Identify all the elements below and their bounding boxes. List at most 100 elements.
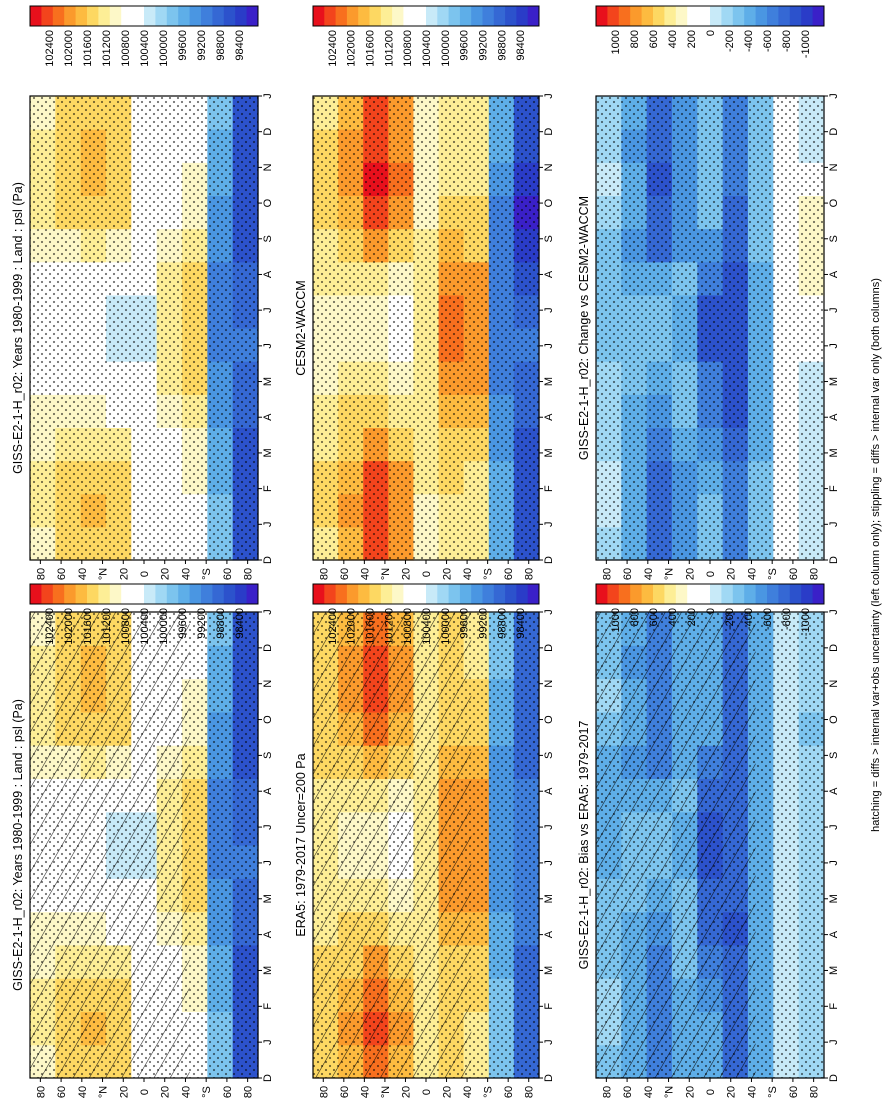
panel-middle-left-colorbar: 102400 102000 101600 101200 100800 100400 1000… [312, 583, 540, 645]
colorbar-swatch [98, 584, 111, 604]
colorbar-swatch [30, 584, 42, 604]
colorbar-tick-label: 100000 [158, 608, 170, 645]
month-tick-label: A [828, 787, 840, 795]
colorbar-swatch [189, 584, 202, 604]
colorbar-swatch [527, 6, 540, 26]
panel-title: GISS-E2-1-H_r02: Years 1980-1999 : Land … [11, 699, 25, 991]
colorbar-swatch [471, 6, 483, 26]
colorbar-swatch [630, 6, 643, 26]
colorbar-swatch [414, 6, 427, 26]
colorbar-swatch [426, 584, 438, 604]
colorbar-tick-label: 200 [686, 30, 698, 48]
month-tick-label: F [543, 1003, 555, 1010]
colorbar-swatch [98, 6, 111, 26]
month-tick-label: J [828, 609, 840, 615]
colorbar-tick-label: 98800 [496, 608, 508, 639]
colorbar-swatch [675, 584, 688, 604]
panel-top-left-colorbar: 102400 102000 101600 101200 100800 100400 1000… [29, 583, 259, 645]
colorbar-tick-label: 600 [648, 608, 660, 626]
colorbar-swatch [121, 6, 134, 26]
colorbar-swatch [403, 6, 416, 26]
colorbar-tick-label: -800 [781, 30, 793, 52]
lat-tick-label: 20 [442, 568, 454, 580]
panel-top-left: 80 60 40 °N 20 0 20 40 °S 60 80 D J F M A M J J A S O N D J GISS-… [11, 609, 274, 1098]
colorbar-swatch [618, 6, 631, 26]
panel-title: GISS-E2-1-H_r02: Years 1980-1999 : Land … [11, 182, 25, 474]
colorbar-tick-label: 98800 [496, 30, 508, 61]
colorbar-frame [29, 583, 259, 605]
colorbar-swatch [30, 6, 42, 26]
colorbar-swatch [426, 6, 438, 26]
lat-tick-label: °S [201, 1086, 213, 1098]
colorbar-swatch [201, 6, 213, 26]
month-tick-label: J [543, 307, 555, 313]
colorbar-tick-label: 98400 [515, 608, 527, 639]
month-tick-label: J [828, 824, 840, 830]
stippling-overlay [30, 612, 258, 1078]
colorbar-tick-label: -800 [781, 608, 793, 630]
lat-tick-label: 60 [222, 1086, 234, 1098]
colorbar-tick-label: 100800 [402, 608, 414, 645]
lat-tick-label: 0 [139, 571, 151, 577]
colorbar-tick-label: 101200 [383, 30, 395, 67]
month-tick-label: D [828, 556, 840, 564]
colorbar-swatch [369, 584, 382, 604]
month-tick-label: J [543, 522, 555, 528]
month-tick-label: A [828, 270, 840, 278]
month-tick-label: J [543, 824, 555, 830]
lat-tick-label: °N [380, 568, 392, 580]
colorbar-swatch [212, 6, 225, 26]
lat-tick-label: 60 [622, 568, 634, 580]
colorbar-tick-label: 800 [629, 608, 641, 626]
month-tick-label: M [543, 894, 555, 903]
colorbar-frame [312, 583, 540, 605]
lat-tick-label: 80 [243, 1086, 255, 1098]
month-tick-label: M [262, 377, 274, 386]
colorbar-tick-label: 102400 [327, 608, 339, 645]
colorbar-swatch [87, 6, 99, 26]
lat-tick-label: 80 [243, 568, 255, 580]
lat-tick-label: °S [767, 568, 779, 580]
month-tick-label: J [262, 343, 274, 349]
colorbar-frame [595, 583, 825, 605]
lat-tick-label: °S [767, 1086, 779, 1098]
month-tick-label: J [828, 860, 840, 866]
month-tick-label: N [262, 680, 274, 688]
month-tick-label: J [543, 343, 555, 349]
month-tick-label: A [262, 930, 274, 938]
colorbar-swatch [448, 584, 461, 604]
month-tick-label: M [828, 966, 840, 975]
lat-tick-label: 40 [643, 1086, 655, 1098]
lat-tick-label: 0 [705, 1089, 717, 1095]
colorbar-tick-label: 102000 [346, 30, 358, 67]
lat-tick-label: 80 [35, 1086, 47, 1098]
colorbar-swatch [607, 6, 620, 26]
colorbar-swatch [212, 584, 225, 604]
colorbar-tick-label: 98400 [234, 608, 246, 639]
colorbar-swatch [767, 584, 779, 604]
colorbar-tick-label: 102000 [346, 608, 358, 645]
lat-tick-label: 80 [809, 1086, 821, 1098]
colorbar-swatch [155, 6, 168, 26]
panel-middle-right-colorbar: 102400 102000 101600 101200 100800 100400 1000… [312, 5, 540, 67]
colorbar-swatch [710, 6, 722, 26]
colorbar-swatch [335, 6, 348, 26]
month-tick-label: M [543, 377, 555, 386]
colorbar-swatch [41, 584, 54, 604]
lat-tick-label: 0 [421, 1089, 433, 1095]
panel-top-right-colorbar: 102400 102000 101600 101200 100800 100400 1000… [29, 5, 259, 67]
lat-tick-label: 20 [400, 568, 412, 580]
month-tick-label: J [543, 609, 555, 615]
colorbar-swatch [52, 6, 65, 26]
month-tick-label: O [828, 198, 840, 207]
colorbar-swatch [698, 584, 711, 604]
lat-tick-label: 20 [726, 1086, 738, 1098]
lat-tick-label: 20 [726, 568, 738, 580]
month-tick-label: J [828, 1039, 840, 1045]
colorbar-tick-label: -400 [743, 608, 755, 630]
colorbar-swatch [380, 584, 393, 604]
colorbar-swatch [166, 6, 179, 26]
colorbar-swatch [64, 584, 77, 604]
month-tick-label: A [262, 413, 274, 421]
